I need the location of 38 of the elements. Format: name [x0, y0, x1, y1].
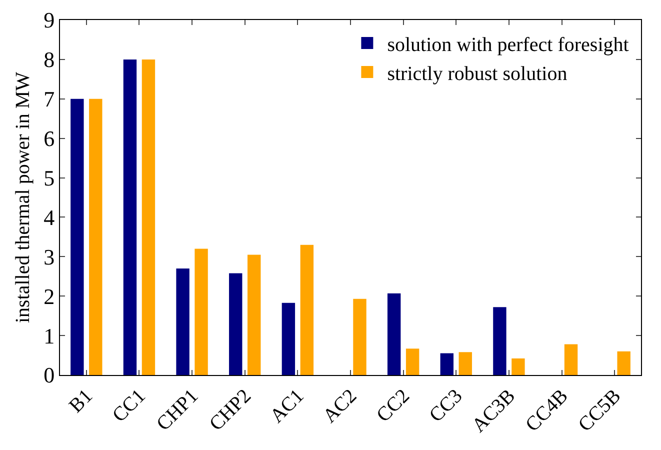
x-tick-label: CC1: [108, 385, 150, 427]
bar: [564, 344, 578, 375]
y-tick-label: 8: [44, 47, 55, 72]
bar: [300, 244, 314, 375]
x-tick-label: AC2: [318, 385, 362, 428]
bar: [353, 298, 366, 375]
y-tick-label: 2: [44, 284, 55, 309]
y-tick-label: 7: [44, 86, 55, 112]
bar: [89, 98, 102, 375]
y-tick-label: 6: [44, 126, 55, 152]
legend-label: solution with perfect foresight: [387, 34, 630, 56]
legend-label: strictly robust solution: [387, 62, 568, 85]
bar: [194, 248, 208, 375]
x-tick-label: CC3: [425, 385, 467, 427]
bar: [617, 351, 630, 375]
bar: [387, 293, 401, 375]
y-tick-label: 9: [44, 8, 55, 33]
bar: [248, 254, 261, 375]
x-tick-label: AC1: [266, 385, 308, 428]
bar: [123, 59, 137, 375]
bar: [229, 273, 242, 375]
bar: [406, 348, 420, 375]
x-tick-label: B1: [64, 385, 98, 418]
x-tick-label: CC2: [372, 385, 414, 427]
y-tick-label: 3: [44, 244, 55, 270]
bar: [142, 59, 156, 375]
bar: [70, 98, 84, 375]
y-tick-label: 1: [44, 323, 55, 348]
y-axis-title: installed thermal power in MW: [12, 72, 34, 324]
y-tick-label: 0: [44, 362, 55, 388]
y-tick-label: 4: [44, 204, 55, 230]
bar: [458, 352, 472, 375]
bar: [282, 302, 296, 375]
y-tick-label: 5: [44, 165, 55, 190]
bar: [493, 307, 506, 375]
bar: [176, 268, 190, 375]
bar: [512, 358, 525, 375]
bar: [440, 353, 454, 375]
